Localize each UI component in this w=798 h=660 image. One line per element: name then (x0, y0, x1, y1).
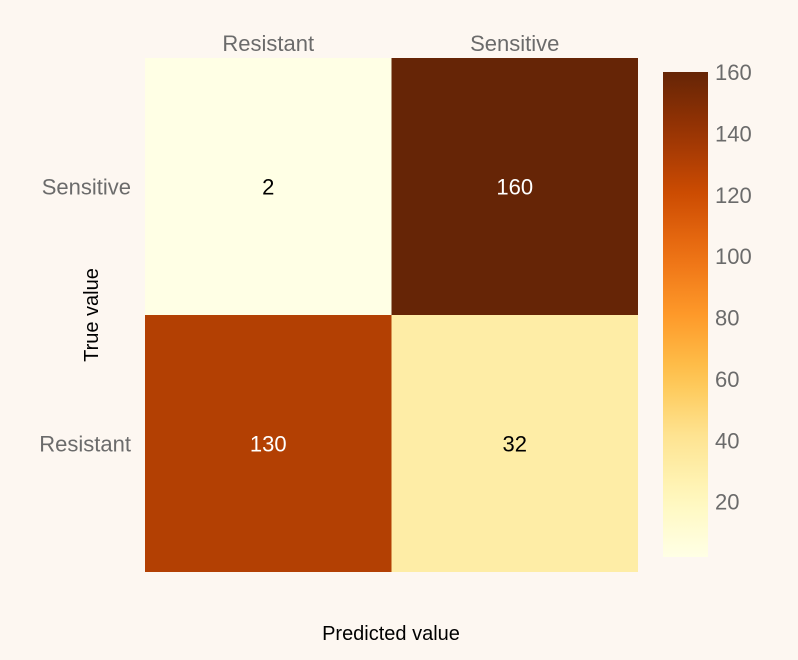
heatmap-cell-value: 160 (496, 175, 533, 200)
colorbar-tick-label: 20 (715, 490, 739, 515)
colorbar-tick-label: 40 (715, 428, 739, 453)
heatmap-cell-value: 32 (503, 432, 527, 457)
colorbar-tick-label: 160 (715, 60, 752, 85)
heatmap-cell (391, 58, 638, 315)
x-axis-title: Predicted value (322, 623, 460, 645)
heatmap-cell-value: 130 (250, 432, 287, 457)
y-tick-label: Resistant (39, 432, 131, 457)
heatmap-cell-value: 2 (262, 175, 274, 200)
y-axis-title: True value (81, 268, 103, 362)
heatmap-cell-labels: 2 160 130 32 (250, 175, 533, 457)
y-axis-tick-labels: Sensitive Resistant (39, 175, 131, 457)
colorbar-tick-label: 100 (715, 244, 752, 269)
x-tick-label: Resistant (222, 31, 314, 56)
heatmap-cell (145, 315, 392, 572)
x-axis-tick-labels: Resistant Sensitive (222, 31, 559, 56)
x-tick-label: Sensitive (470, 31, 559, 56)
heatmap-cells (145, 58, 638, 572)
y-tick-label: Sensitive (42, 175, 131, 200)
colorbar-tick-label: 80 (715, 306, 739, 331)
colorbar-tick-label: 120 (715, 183, 752, 208)
heatmap-cell (145, 58, 392, 315)
colorbar-tick-label: 60 (715, 367, 739, 392)
heatmap-cell (391, 315, 638, 572)
colorbar (663, 72, 708, 557)
colorbar-tick-labels: 20 40 60 80 100 120 140 160 (715, 60, 752, 515)
colorbar-tick-label: 140 (715, 121, 752, 146)
